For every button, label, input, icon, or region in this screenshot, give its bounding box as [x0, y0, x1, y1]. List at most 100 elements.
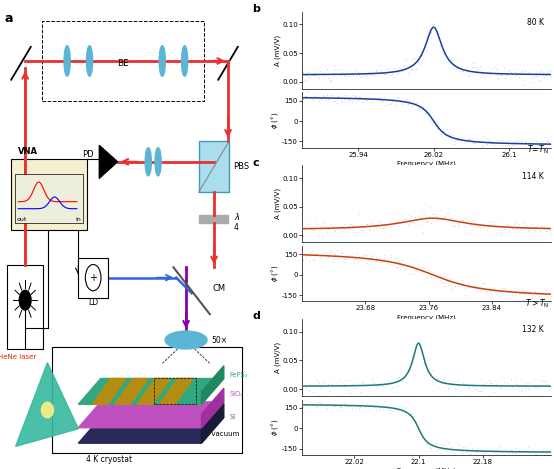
Point [387, 224, 396, 231]
Point [484, 74, 493, 81]
Point [434, 29, 443, 37]
Point [367, 98, 376, 105]
Circle shape [19, 290, 31, 310]
Point [493, 136, 501, 144]
Bar [199, 215, 228, 223]
Point [437, 379, 445, 386]
Point [412, 216, 420, 223]
Point [447, 443, 455, 451]
Point [331, 250, 340, 258]
Point [351, 228, 360, 236]
Point [484, 451, 493, 458]
Point [324, 401, 333, 408]
Point [328, 97, 337, 104]
Point [534, 383, 543, 390]
Point [351, 255, 360, 263]
Point [379, 397, 388, 405]
Point [320, 92, 329, 99]
Point [341, 380, 350, 388]
Point [526, 78, 535, 86]
Point [402, 216, 411, 223]
Text: LD: LD [88, 298, 98, 307]
Point [537, 448, 546, 456]
Point [327, 380, 336, 388]
Point [522, 71, 531, 78]
Point [402, 265, 411, 273]
Point [544, 137, 553, 144]
Point [401, 404, 409, 411]
Point [438, 279, 447, 287]
Point [302, 220, 311, 228]
Point [447, 133, 455, 141]
Point [316, 94, 325, 102]
Point [395, 374, 404, 381]
Point [536, 227, 545, 234]
Point [485, 380, 494, 387]
Point [484, 376, 493, 384]
Point [332, 224, 341, 231]
Point [448, 215, 457, 222]
Point [342, 224, 351, 231]
Point [297, 98, 306, 105]
Text: out: out [17, 217, 27, 222]
Point [336, 71, 345, 79]
Point [509, 138, 518, 145]
Point [321, 70, 330, 78]
Point [399, 216, 408, 223]
Point [392, 263, 401, 271]
Point [523, 69, 532, 76]
Point [451, 283, 460, 290]
Point [336, 97, 345, 104]
Point [471, 67, 480, 75]
Point [306, 70, 315, 77]
Point [351, 93, 360, 101]
Point [437, 440, 445, 447]
Point [512, 71, 521, 79]
Point [398, 100, 407, 107]
Point [431, 212, 440, 220]
Point [307, 381, 316, 389]
Point [392, 382, 401, 390]
Point [359, 378, 368, 386]
Point [299, 385, 308, 393]
Point [500, 226, 509, 233]
Point [547, 72, 554, 79]
Point [302, 401, 311, 408]
Point [463, 445, 472, 453]
Point [313, 402, 322, 410]
Point [300, 76, 309, 83]
Point [420, 435, 429, 443]
Y-axis label: $\phi$ (°): $\phi$ (°) [269, 419, 280, 436]
Point [365, 405, 373, 413]
Point [470, 139, 479, 147]
Point [520, 137, 529, 144]
Point [305, 217, 314, 225]
Point [352, 232, 361, 239]
Point [399, 403, 408, 411]
Point [422, 273, 430, 281]
Point [309, 401, 317, 408]
Point [529, 382, 537, 390]
Point [424, 442, 433, 449]
Point [537, 222, 546, 229]
Point [487, 379, 496, 387]
Text: PD: PD [83, 150, 94, 159]
Point [403, 262, 412, 270]
Point [321, 97, 330, 104]
Point [373, 67, 382, 74]
Point [360, 223, 369, 230]
Point [319, 232, 327, 239]
Point [512, 284, 521, 291]
Point [305, 94, 314, 101]
Point [474, 452, 483, 460]
Point [427, 219, 436, 227]
Point [479, 132, 488, 139]
Point [353, 403, 362, 410]
Point [490, 388, 499, 396]
Point [371, 95, 380, 102]
Point [349, 380, 358, 387]
Point [336, 248, 345, 256]
Point [442, 277, 451, 285]
FancyBboxPatch shape [7, 265, 43, 349]
Point [427, 267, 436, 275]
